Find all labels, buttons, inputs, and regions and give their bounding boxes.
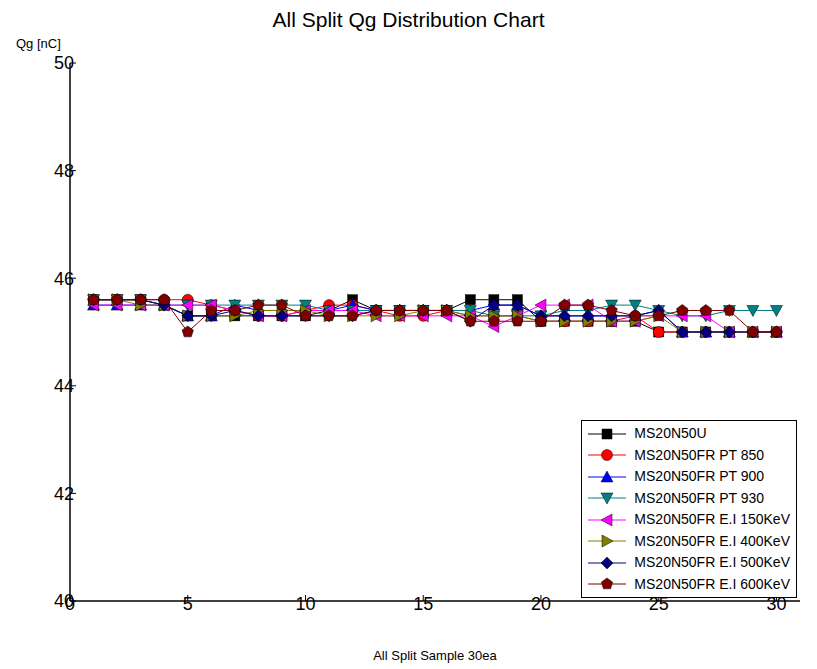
html-text:MS20N50U: MS20N50U [634, 425, 707, 441]
html-text:MS20N50FR E.I 600KeV: MS20N50FR E.I 600KeV [634, 575, 790, 592]
svg-text:20: 20 [531, 594, 551, 614]
svg-text:42: 42 [54, 484, 74, 504]
svg-text:46: 46 [54, 269, 74, 289]
svg-text:44: 44 [54, 376, 74, 396]
svg-text:5: 5 [183, 594, 193, 614]
html-text:Qg [nC]: Qg [nC] [16, 36, 61, 51]
html-text:MS20N50FR E.I 150KeV: MS20N50FR E.I 150KeV [634, 511, 790, 527]
html-text:All Split Sample 30ea: All Split Sample 30ea [373, 648, 497, 663]
svg-text:15: 15 [413, 594, 433, 614]
svg-text:10: 10 [295, 594, 315, 614]
svg-text:48: 48 [54, 161, 74, 181]
svg-text:30: 30 [766, 593, 787, 614]
html-text:MS20N50FR PT 930: MS20N50FR PT 930 [634, 489, 765, 506]
html-text:MS20N50FR E.I 500KeV: MS20N50FR E.I 500KeV [634, 554, 790, 570]
svg-text:40: 40 [54, 591, 74, 611]
html-text:All Split Qg Distribution Char: All Split Qg Distribution Chart [272, 8, 545, 31]
html-text:MS20N50FR E.I 400KeV: MS20N50FR E.I 400KeV [634, 532, 790, 549]
html-text:MS20N50FR PT 850: MS20N50FR PT 850 [634, 446, 765, 463]
html-text:MS20N50FR PT 900: MS20N50FR PT 900 [634, 468, 765, 484]
svg-text:50: 50 [54, 53, 74, 73]
svg-text:25: 25 [648, 593, 669, 614]
